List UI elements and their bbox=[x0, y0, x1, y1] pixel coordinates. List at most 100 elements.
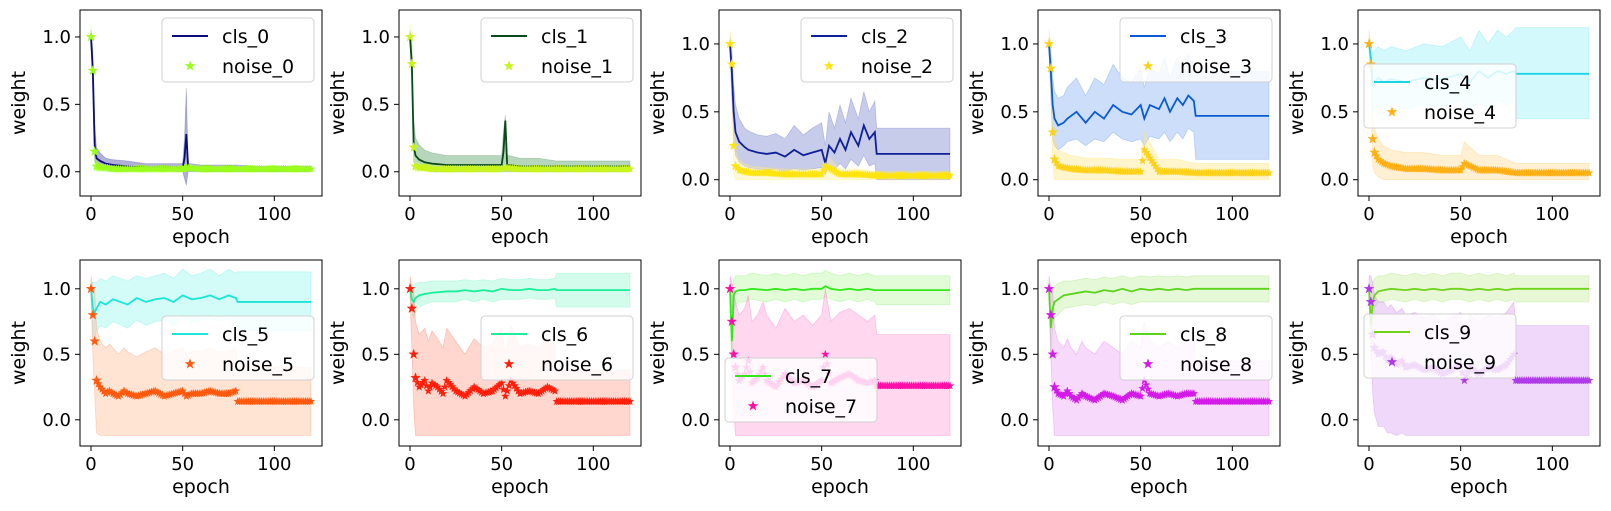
x-tick-label: 0 bbox=[85, 454, 96, 475]
y-tick-label: 0.5 bbox=[1320, 102, 1349, 123]
point-noise_6 bbox=[502, 386, 512, 395]
y-axis-label: weight bbox=[8, 321, 30, 385]
y-tick-label: 0.5 bbox=[361, 94, 390, 115]
x-axis-label: epoch bbox=[811, 226, 869, 248]
y-axis-label: weight bbox=[327, 71, 349, 135]
band-cls_3 bbox=[1048, 37, 1270, 160]
point-noise_7 bbox=[945, 381, 955, 390]
legend-box bbox=[1119, 17, 1273, 83]
plot-frame bbox=[1037, 9, 1281, 197]
subplot-6: 0 50 100 0.0 0.5 1.0 epoch weight cls_6 noise_6 bbox=[327, 259, 642, 498]
legend-star-swatch bbox=[1386, 106, 1398, 117]
line-cls_9 bbox=[1368, 287, 1589, 326]
point-noise_6 bbox=[422, 381, 431, 390]
subplot-3: 0 50 100 0.0 0.5 1.0 epoch weight cls_3 noise_3 bbox=[966, 9, 1281, 248]
x-tick-label: 100 bbox=[257, 454, 291, 475]
x-tick-label: 100 bbox=[1535, 204, 1569, 225]
x-tick-label: 50 bbox=[1129, 454, 1152, 475]
y-tick-label: 0.0 bbox=[361, 162, 390, 183]
plot-area bbox=[1043, 30, 1274, 181]
band-cls_9 bbox=[1368, 272, 1590, 361]
legend-label: noise_9 bbox=[1424, 352, 1496, 374]
x-axis-label: epoch bbox=[491, 226, 549, 248]
x-axis-label: epoch bbox=[1130, 226, 1188, 248]
point-noise_8 bbox=[1051, 385, 1061, 395]
legend-box bbox=[161, 315, 315, 381]
y-tick-label: 0.5 bbox=[1000, 102, 1029, 123]
y-tick-label: 0.0 bbox=[1000, 410, 1029, 431]
x-tick-label: 0 bbox=[1363, 204, 1374, 225]
point-noise_2 bbox=[817, 169, 827, 179]
y-tick-label: 0.5 bbox=[1000, 344, 1029, 365]
legend-label: cls_7 bbox=[785, 366, 832, 388]
plot-frame bbox=[718, 9, 962, 197]
legend-box bbox=[480, 315, 634, 381]
line-cls_8 bbox=[1048, 287, 1269, 329]
y-tick-label: 1.0 bbox=[1320, 34, 1349, 55]
point-noise_8 bbox=[1045, 309, 1057, 320]
y-tick-label: 0.0 bbox=[361, 410, 390, 431]
y-tick-label: 0.5 bbox=[42, 344, 71, 365]
point-noise_7 bbox=[724, 283, 736, 294]
legend-label: cls_1 bbox=[541, 26, 588, 48]
legend-box bbox=[1363, 313, 1517, 379]
point-noise_6 bbox=[440, 382, 450, 391]
point-noise_5 bbox=[306, 396, 316, 406]
subplot-8: 0 50 100 0.0 0.5 1.0 epoch weight cls_8 noise_8 bbox=[966, 259, 1281, 498]
y-tick-label: 0.0 bbox=[42, 410, 71, 431]
x-tick-label: 50 bbox=[490, 204, 513, 225]
y-tick-label: 0.0 bbox=[42, 162, 71, 183]
point-noise_6 bbox=[408, 348, 419, 359]
x-axis-label: epoch bbox=[172, 226, 230, 248]
legend: cls_7 noise_7 bbox=[724, 357, 878, 423]
y-tick-label: 0.0 bbox=[1320, 410, 1349, 431]
legend-label: cls_3 bbox=[1180, 26, 1227, 48]
points-noise_6 bbox=[404, 283, 635, 406]
x-tick-label: 100 bbox=[896, 204, 930, 225]
point-noise_2 bbox=[945, 171, 955, 180]
subplot-7: 0 50 100 0.0 0.5 1.0 epoch weight cls_7 noise_7 bbox=[647, 259, 962, 498]
point-noise_6 bbox=[438, 389, 448, 398]
legend-label: noise_2 bbox=[861, 56, 933, 78]
y-axis-label: weight bbox=[327, 321, 349, 385]
y-tick-label: 1.0 bbox=[681, 34, 710, 55]
points-noise_8 bbox=[1043, 283, 1274, 406]
y-tick-label: 0.0 bbox=[1000, 170, 1029, 191]
x-tick-label: 100 bbox=[1215, 454, 1249, 475]
plot-frame bbox=[1357, 9, 1601, 197]
y-axis-label: weight bbox=[966, 71, 988, 135]
x-tick-label: 0 bbox=[404, 454, 415, 475]
line-cls_3 bbox=[1048, 43, 1269, 127]
legend-star-swatch bbox=[1386, 356, 1398, 367]
point-noise_8 bbox=[1143, 384, 1153, 393]
legend: cls_2 noise_2 bbox=[800, 17, 954, 83]
point-noise_2 bbox=[726, 58, 738, 69]
legend-box bbox=[1363, 63, 1517, 129]
x-tick-label: 0 bbox=[1043, 204, 1054, 225]
point-noise_3 bbox=[1136, 166, 1146, 176]
point-noise_9 bbox=[1365, 296, 1377, 307]
points-noise_3 bbox=[1043, 38, 1274, 177]
legend-label: noise_5 bbox=[222, 354, 294, 376]
y-axis-label: weight bbox=[1286, 321, 1308, 385]
x-tick-label: 100 bbox=[1535, 454, 1569, 475]
subplot-1: 0 50 100 0.0 0.5 1.0 epoch weight cls_1 noise_1 bbox=[327, 9, 642, 248]
point-noise_3 bbox=[1138, 156, 1147, 165]
point-noise_1 bbox=[408, 141, 419, 153]
y-tick-label: 1.0 bbox=[1000, 279, 1029, 300]
point-noise_6 bbox=[550, 386, 560, 395]
legend-star-swatch bbox=[747, 400, 759, 411]
point-noise_3 bbox=[1264, 168, 1274, 177]
x-tick-label: 0 bbox=[85, 204, 96, 225]
y-tick-label: 1.0 bbox=[1320, 279, 1349, 300]
legend: cls_3 noise_3 bbox=[1119, 17, 1273, 83]
plot-frame bbox=[398, 259, 642, 447]
legend-label: cls_2 bbox=[861, 26, 908, 48]
legend-label: noise_1 bbox=[541, 56, 613, 78]
y-tick-label: 0.5 bbox=[1320, 344, 1349, 365]
x-tick-label: 0 bbox=[1043, 454, 1054, 475]
y-axis-label: weight bbox=[8, 71, 30, 135]
subplot-2: 0 50 100 0.0 0.5 1.0 epoch weight cls_2 noise_2 bbox=[647, 9, 962, 248]
y-tick-label: 1.0 bbox=[361, 27, 390, 48]
point-noise_7 bbox=[728, 348, 739, 359]
